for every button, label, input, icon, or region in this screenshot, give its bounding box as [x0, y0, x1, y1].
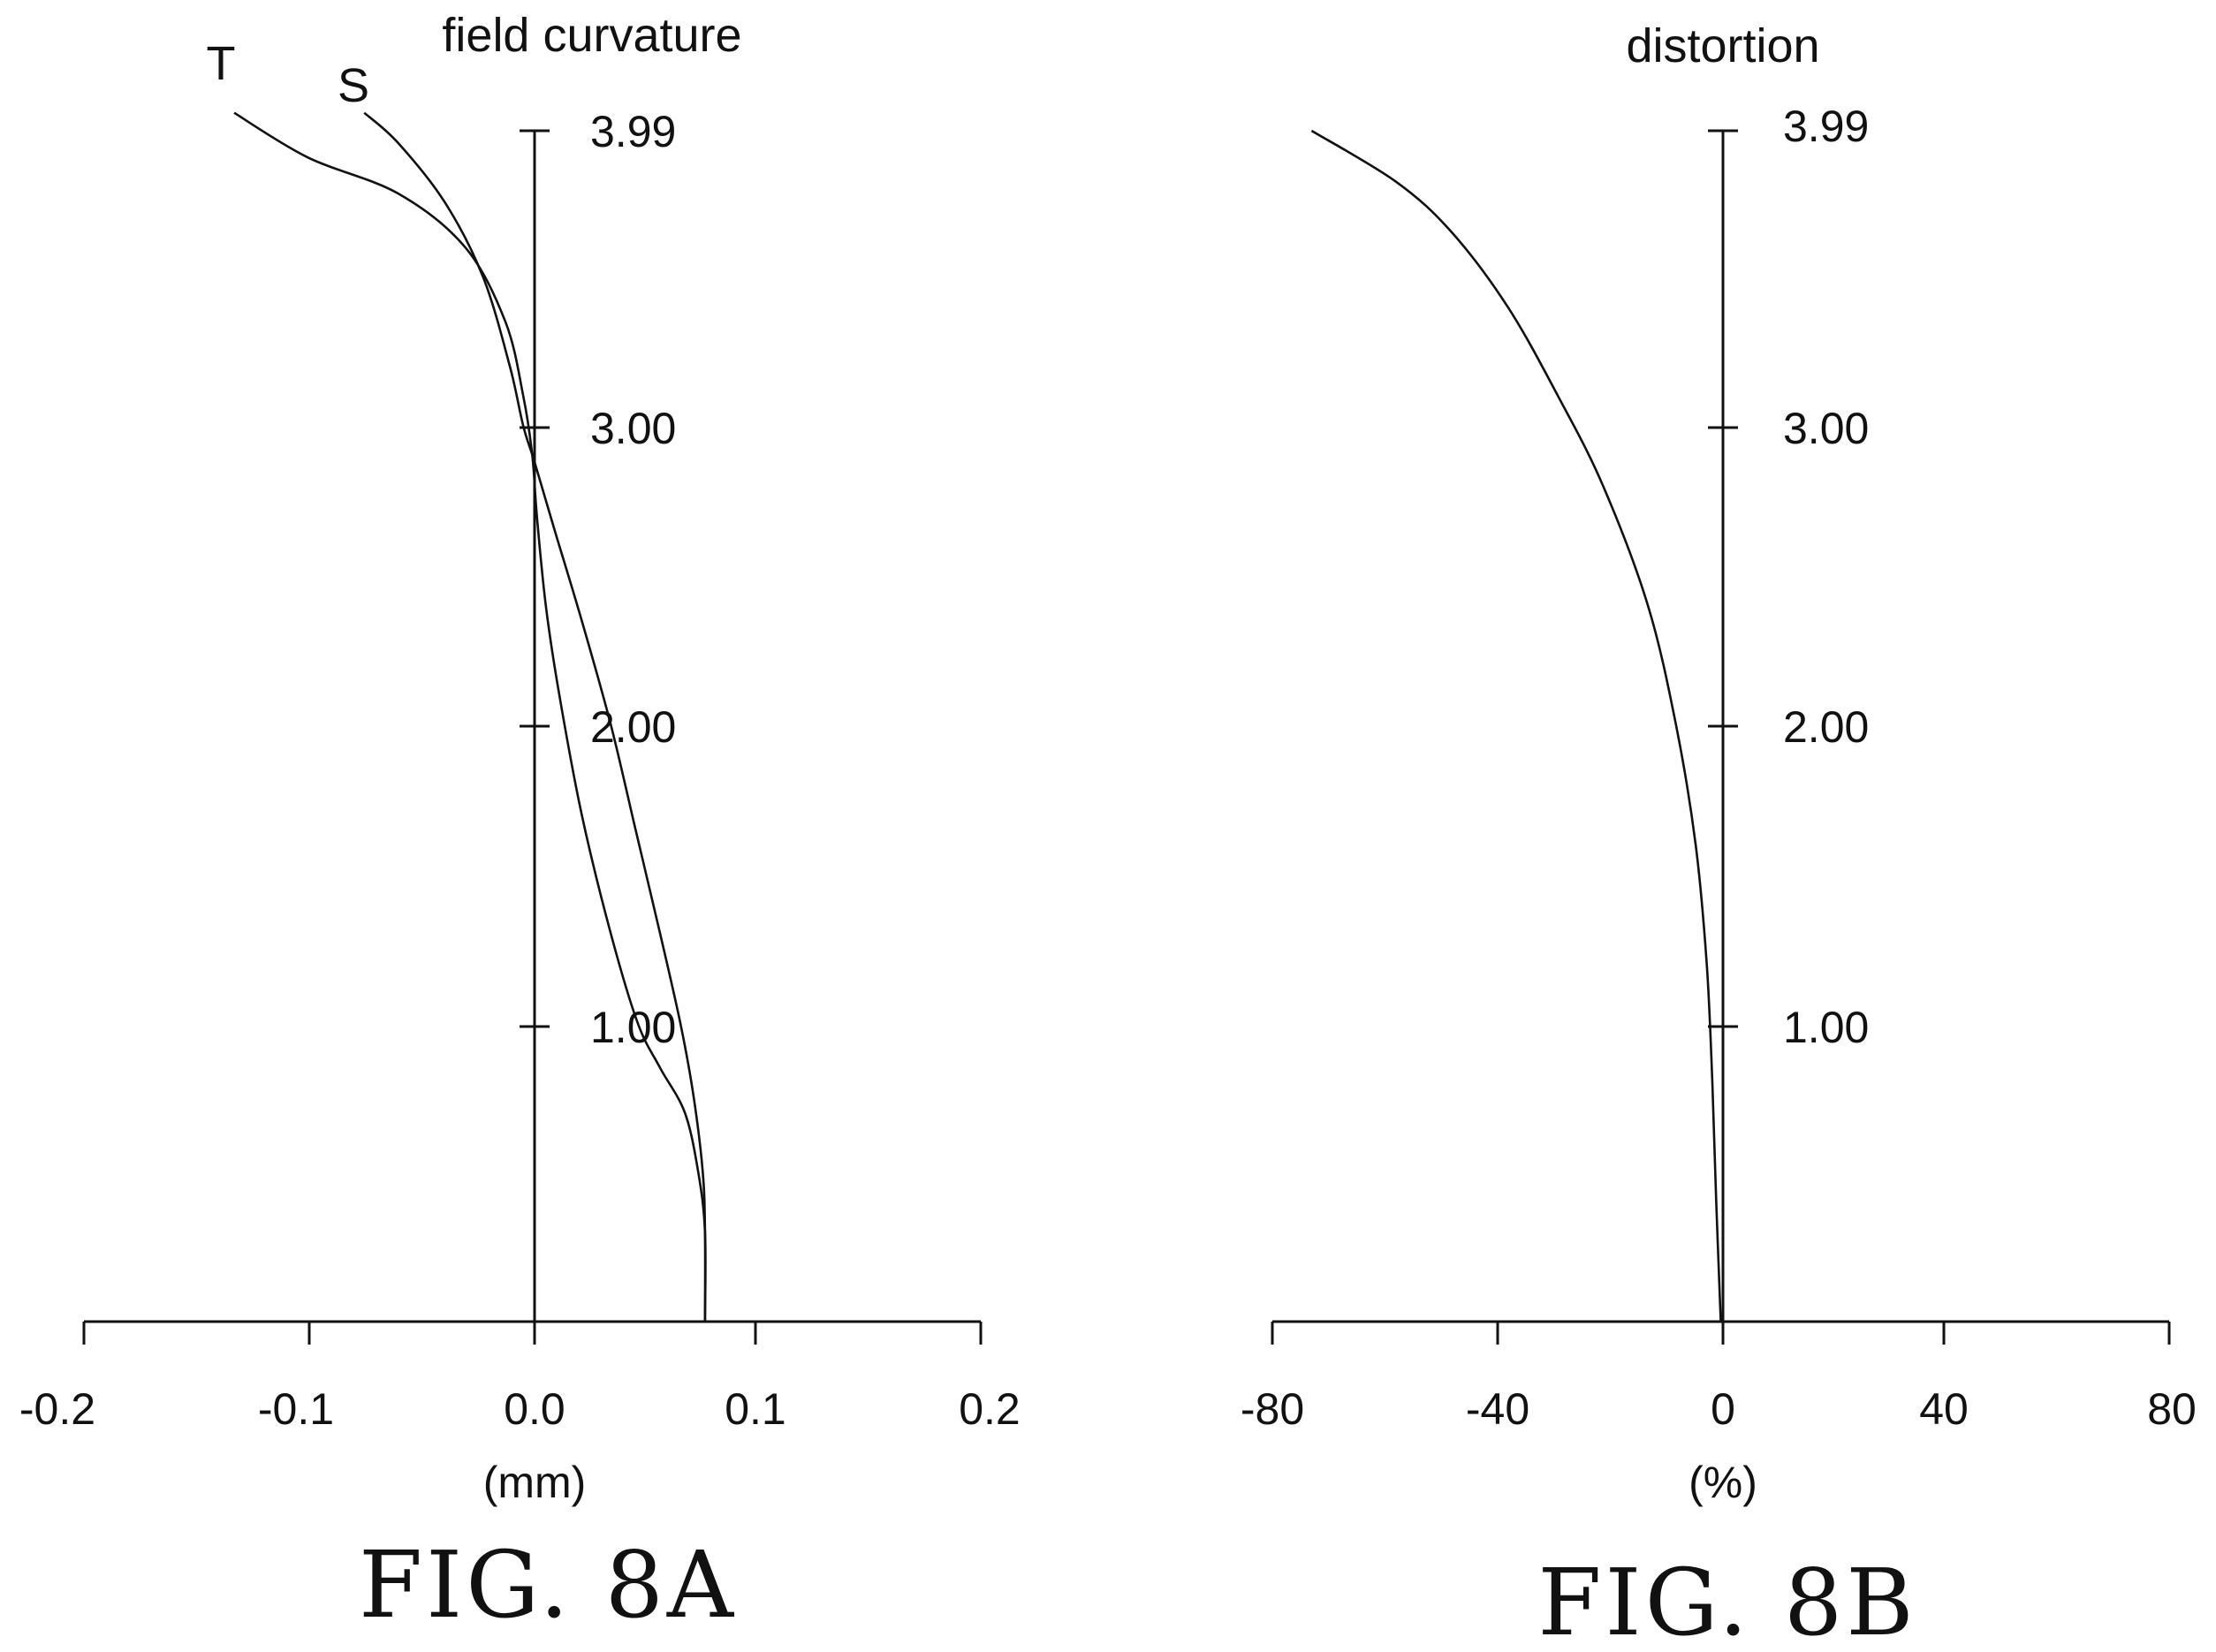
chart-a-curve-label-s: S: [338, 59, 369, 112]
chart-b-x-tick-label: 40: [1919, 1384, 1969, 1434]
chart-a-x-tick-label: -0.1: [258, 1384, 334, 1434]
chart-a-x-tick-label: -0.2: [19, 1384, 95, 1434]
chart-b-x-tick-label: 0: [1711, 1384, 1735, 1434]
chart-a-title: field curvature: [442, 9, 741, 62]
chart-b-distortion-line: [1310, 129, 1722, 1322]
chart-b-x-tick-label: -40: [1466, 1384, 1529, 1434]
chart-a-y-tick-label: 2.00: [590, 702, 676, 752]
chart-a-series-s-line: [363, 111, 707, 1322]
panel-field-curvature: field curvature -0.2 -0.1 0.0 0.1 0.2 1.…: [19, 9, 1021, 1639]
chart-a-series-t-line: [233, 111, 707, 1322]
chart-b-title: distortion: [1626, 19, 1819, 72]
chart-a-y-tick-label: 3.00: [590, 404, 676, 453]
panel-distortion: distortion -80 -40 0 40 80 1.00 2.00 3.0…: [1241, 19, 2197, 1652]
chart-a-y-tick-label: 3.99: [590, 107, 676, 156]
chart-a-x-tick-label: 0.1: [725, 1384, 786, 1434]
chart-b-y-tick-label: 2.00: [1783, 702, 1869, 752]
chart-b-y-tick-label: 1.00: [1783, 1003, 1869, 1052]
chart-a-curve-label-t: T: [207, 37, 236, 90]
chart-b-x-axis-label: (%): [1689, 1458, 1757, 1507]
chart-a-caption: FIG. 8A: [359, 1531, 737, 1639]
chart-b-x-tick-label: -80: [1241, 1384, 1304, 1434]
chart-a-x-tick-label: 0.0: [504, 1384, 565, 1434]
chart-a-x-tick-label: 0.2: [959, 1384, 1021, 1434]
chart-b-caption: FIG. 8B: [1537, 1549, 1916, 1652]
chart-b-y-tick-label: 3.99: [1783, 102, 1869, 151]
chart-b-x-tick-label: 80: [2147, 1384, 2197, 1434]
chart-b-y-tick-label: 3.00: [1783, 404, 1869, 453]
chart-a-x-axis-label: (mm): [483, 1458, 587, 1507]
